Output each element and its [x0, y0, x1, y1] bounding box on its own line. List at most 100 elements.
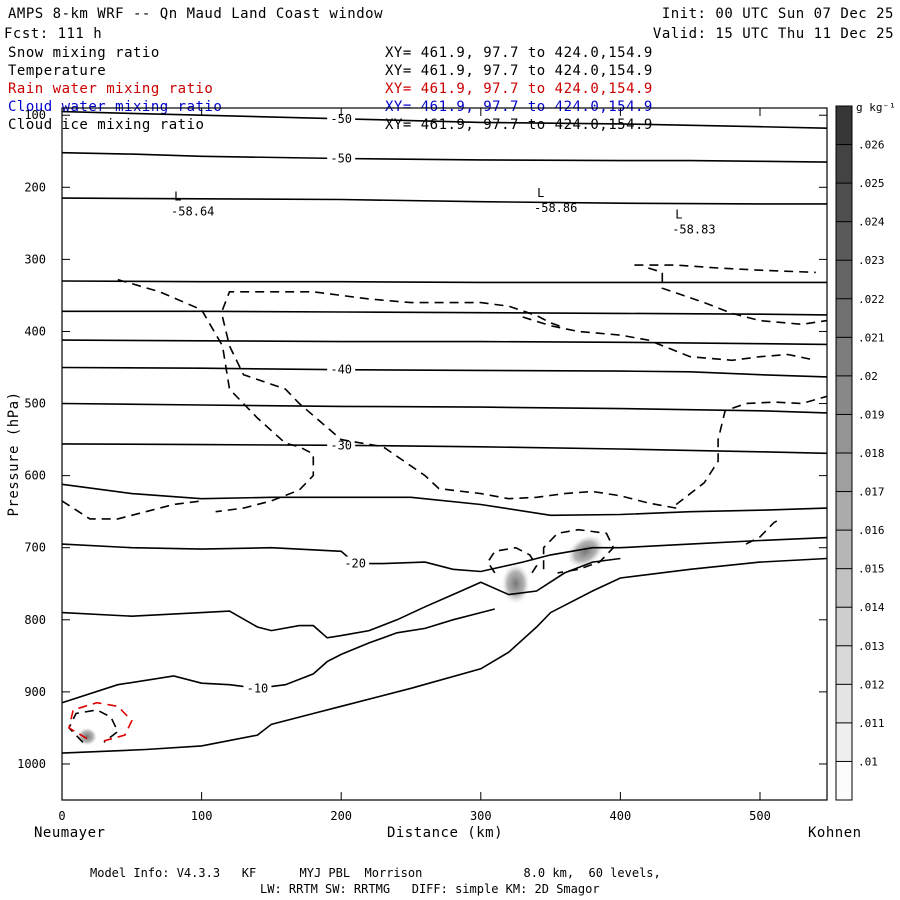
low-marker-symbol: L [537, 186, 544, 200]
x-tick-label: 500 [749, 809, 771, 823]
temperature-contour [61, 608, 495, 704]
plot-frame [61, 107, 828, 801]
physics-info: LW: RRTM SW: RRTMG DIFF: simple KM: 2D S… [260, 882, 600, 896]
valid-time: Valid: 15 UTC Thu 11 Dec 25 [653, 26, 894, 42]
mixing-ratio-maximum [567, 535, 604, 568]
contour-label-bg [327, 362, 356, 376]
temperature-contour [61, 197, 827, 205]
x-axis-title: Distance (km) [387, 825, 503, 841]
colorbar-segment [836, 722, 852, 762]
contour-label: -40 [330, 363, 352, 377]
low-marker-symbol: L [174, 190, 181, 204]
temperature-contour [61, 443, 828, 455]
ice-mixing-contour [634, 264, 816, 274]
colorbar-segment [836, 298, 852, 338]
colorbar-segment [836, 453, 852, 492]
ice-mixing-contour [648, 267, 828, 326]
temperature-contour [61, 557, 828, 754]
legend-field-xy: XY= 461.9, 97.7 to 424.0,154.9 [385, 63, 653, 79]
colorbar-tick-label: .018 [858, 447, 885, 460]
ice-mixing-contour [486, 546, 538, 577]
legend-field-name: Temperature [8, 63, 106, 79]
x-tick-label: 0 [58, 809, 65, 823]
colorbar-tick-label: .023 [858, 254, 885, 267]
colorbar-segment [836, 684, 852, 723]
axes: 100 200 300 400 500 600 700 800 900 1000 0 100 200 30… [17, 108, 827, 823]
y-tick-label: 1000 [17, 757, 46, 771]
colorbar-tick-label: .024 [858, 216, 885, 229]
ice-mixing-contour [117, 278, 315, 513]
colorbar-unit: g kg⁻¹ [856, 101, 896, 114]
colorbar: .01 .011 .012 .013 .014 .015 .016 .017 .018 .019.… [835, 105, 885, 801]
colorbar-tick-label: .01 [858, 755, 878, 768]
contour-label-bg [327, 151, 356, 165]
contour-label-bg [243, 681, 272, 695]
x-tick-label: 100 [191, 809, 213, 823]
ice-mixing-contour [745, 518, 782, 545]
y-tick-label: 300 [24, 252, 46, 266]
contour-label: -20 [344, 557, 366, 571]
colorbar-tick-label: .025 [858, 177, 885, 190]
x-tick-label: 200 [330, 809, 352, 823]
legend-field-xy: XY= 461.9, 97.7 to 424.0,154.9 [385, 99, 653, 115]
contour-label: -50 [330, 151, 352, 165]
colorbar-segment [836, 491, 852, 531]
temperature-contour [61, 557, 621, 639]
y-tick-label: 500 [24, 397, 46, 411]
temperature-contour [62, 310, 828, 316]
y-tick-label: 700 [24, 541, 46, 555]
colorbar-tick-label: .019 [858, 408, 885, 421]
x-endpoint-left: Neumayer [34, 825, 105, 841]
colorbar-segment [836, 414, 852, 453]
colorbar-segment [836, 337, 852, 376]
colorbar-tick-label: .011 [858, 717, 885, 730]
colorbar-segment [836, 260, 852, 299]
low-marker-value: -58.86 [534, 201, 577, 215]
y-tick-label: 900 [24, 685, 46, 699]
colorbar-segment [836, 221, 852, 261]
x-endpoint-right: Kohnen [808, 825, 862, 841]
temperature-contour [61, 536, 828, 573]
init-time: Init: 00 UTC Sun 07 Dec 25 [662, 6, 894, 22]
low-marker-value: -58.64 [171, 205, 214, 219]
contour-label: -30 [330, 438, 352, 452]
colorbar-segment [836, 183, 852, 222]
legend-field-xy: XY= 461.9, 97.7 to 424.0,154.9 [385, 45, 653, 61]
low-marker-value: -58.83 [672, 223, 715, 237]
ice-mixing-contour [522, 316, 816, 362]
ice-mixing-contour [542, 528, 615, 574]
colorbar-tick-label: .014 [858, 601, 885, 614]
mixing-ratio-maximum [77, 727, 98, 746]
colorbar-segment [836, 645, 852, 685]
chart-title: AMPS 8-km WRF -- Qn Maud Land Coast wind… [8, 6, 383, 22]
temperature-contour [61, 151, 828, 163]
colorbar-tick-label: .02 [858, 370, 878, 383]
colorbar-tick-label: .017 [858, 486, 885, 499]
model-info: Model Info: V4.3.3 KF MYJ PBL Morrison 8… [90, 866, 661, 880]
contour-label: -50 [330, 112, 352, 126]
legend-field-name: Cloud ice mixing ratio [8, 117, 204, 133]
low-marker-symbol: L [675, 208, 682, 222]
temperature-contour [61, 483, 828, 517]
colorbar-segment [836, 144, 852, 184]
forecast-hour: Fcst: 111 h [4, 26, 102, 42]
y-tick-label: 100 [24, 108, 46, 122]
y-tick-label: 200 [24, 180, 46, 194]
colorbar-segment [836, 106, 852, 145]
ice-mixing-contour [61, 500, 202, 520]
colorbar-segment [836, 607, 852, 646]
y-tick-label: 400 [24, 324, 46, 338]
y-tick-label: 800 [24, 613, 46, 627]
y-tick-label: 600 [24, 469, 46, 483]
ice-mixing-contour [221, 291, 565, 329]
mixing-ratio-maximum [501, 563, 530, 604]
legend-field-name: Snow mixing ratio [8, 45, 160, 61]
low-markers: L-58.64L-58.86 L-58.83 [171, 186, 716, 237]
colorbar-segment [836, 761, 852, 800]
y-axis-title: Pressure (hPa) [6, 391, 22, 516]
colorbar-segment [836, 568, 852, 608]
x-tick-label: 300 [470, 809, 492, 823]
ice-mixing-contour [675, 395, 828, 506]
legend-field-xy: XY= 461.9, 97.7 to 424.0,154.9 [385, 117, 653, 133]
